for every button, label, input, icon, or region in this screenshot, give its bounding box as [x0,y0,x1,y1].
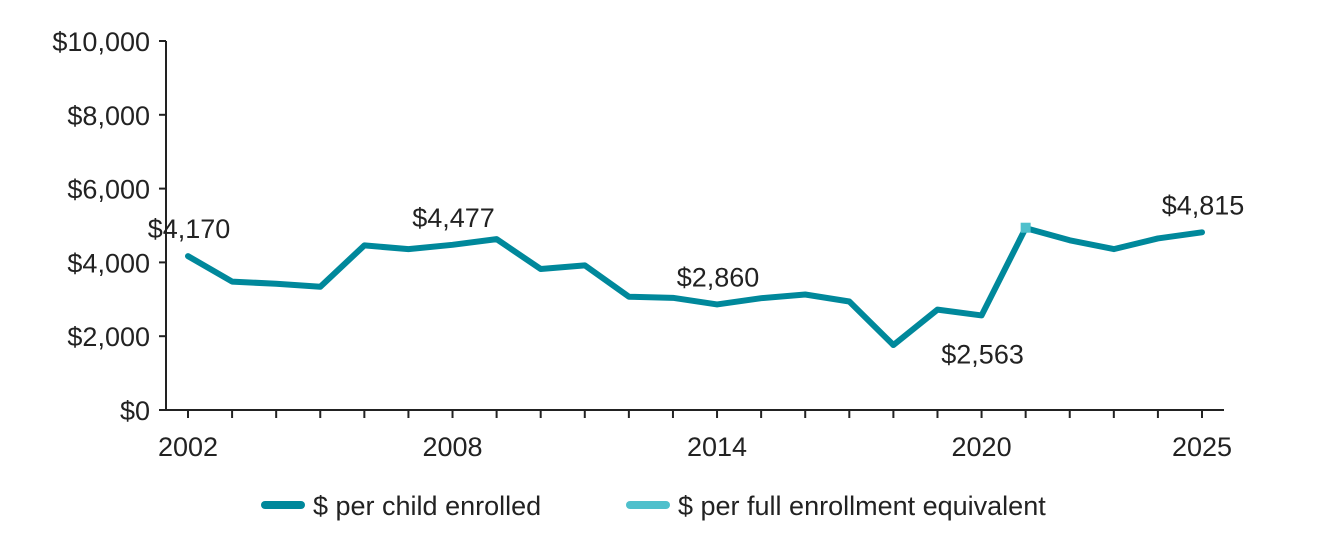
x-tick-label: 2008 [422,432,482,462]
y-tick-label: $4,000 [67,248,150,278]
data-label: $2,860 [677,262,760,292]
y-tick-label: $8,000 [67,101,150,131]
data-label: $4,170 [148,214,231,244]
y-tick-label: $0 [120,396,150,426]
y-tick-label: $6,000 [67,175,150,205]
x-tick-label: 2020 [952,432,1012,462]
data-label: $2,563 [941,339,1024,369]
x-tick-label: 2002 [158,432,218,462]
y-tick-label: $10,000 [52,27,150,57]
y-tick-label: $2,000 [67,322,150,352]
x-tick-label: 2014 [687,432,747,462]
legend-label: $ per full enrollment equivalent [678,491,1046,521]
data-point-full-enrollment-equivalent [1021,223,1031,233]
x-tick-label: 2025 [1172,432,1232,462]
data-labels: $4,170 $4,477 $2,860 $2,563 $4,815 [148,190,1245,369]
axes: $0 $2,000 $4,000 $6,000 $8,000 $10,000 2002 200… [52,27,1232,462]
data-label: $4,477 [412,203,495,233]
data-label: $4,815 [1162,190,1245,220]
legend: $ per child enrolled $ per full enrollmen… [265,491,1046,521]
legend-label: $ per child enrolled [313,491,541,521]
